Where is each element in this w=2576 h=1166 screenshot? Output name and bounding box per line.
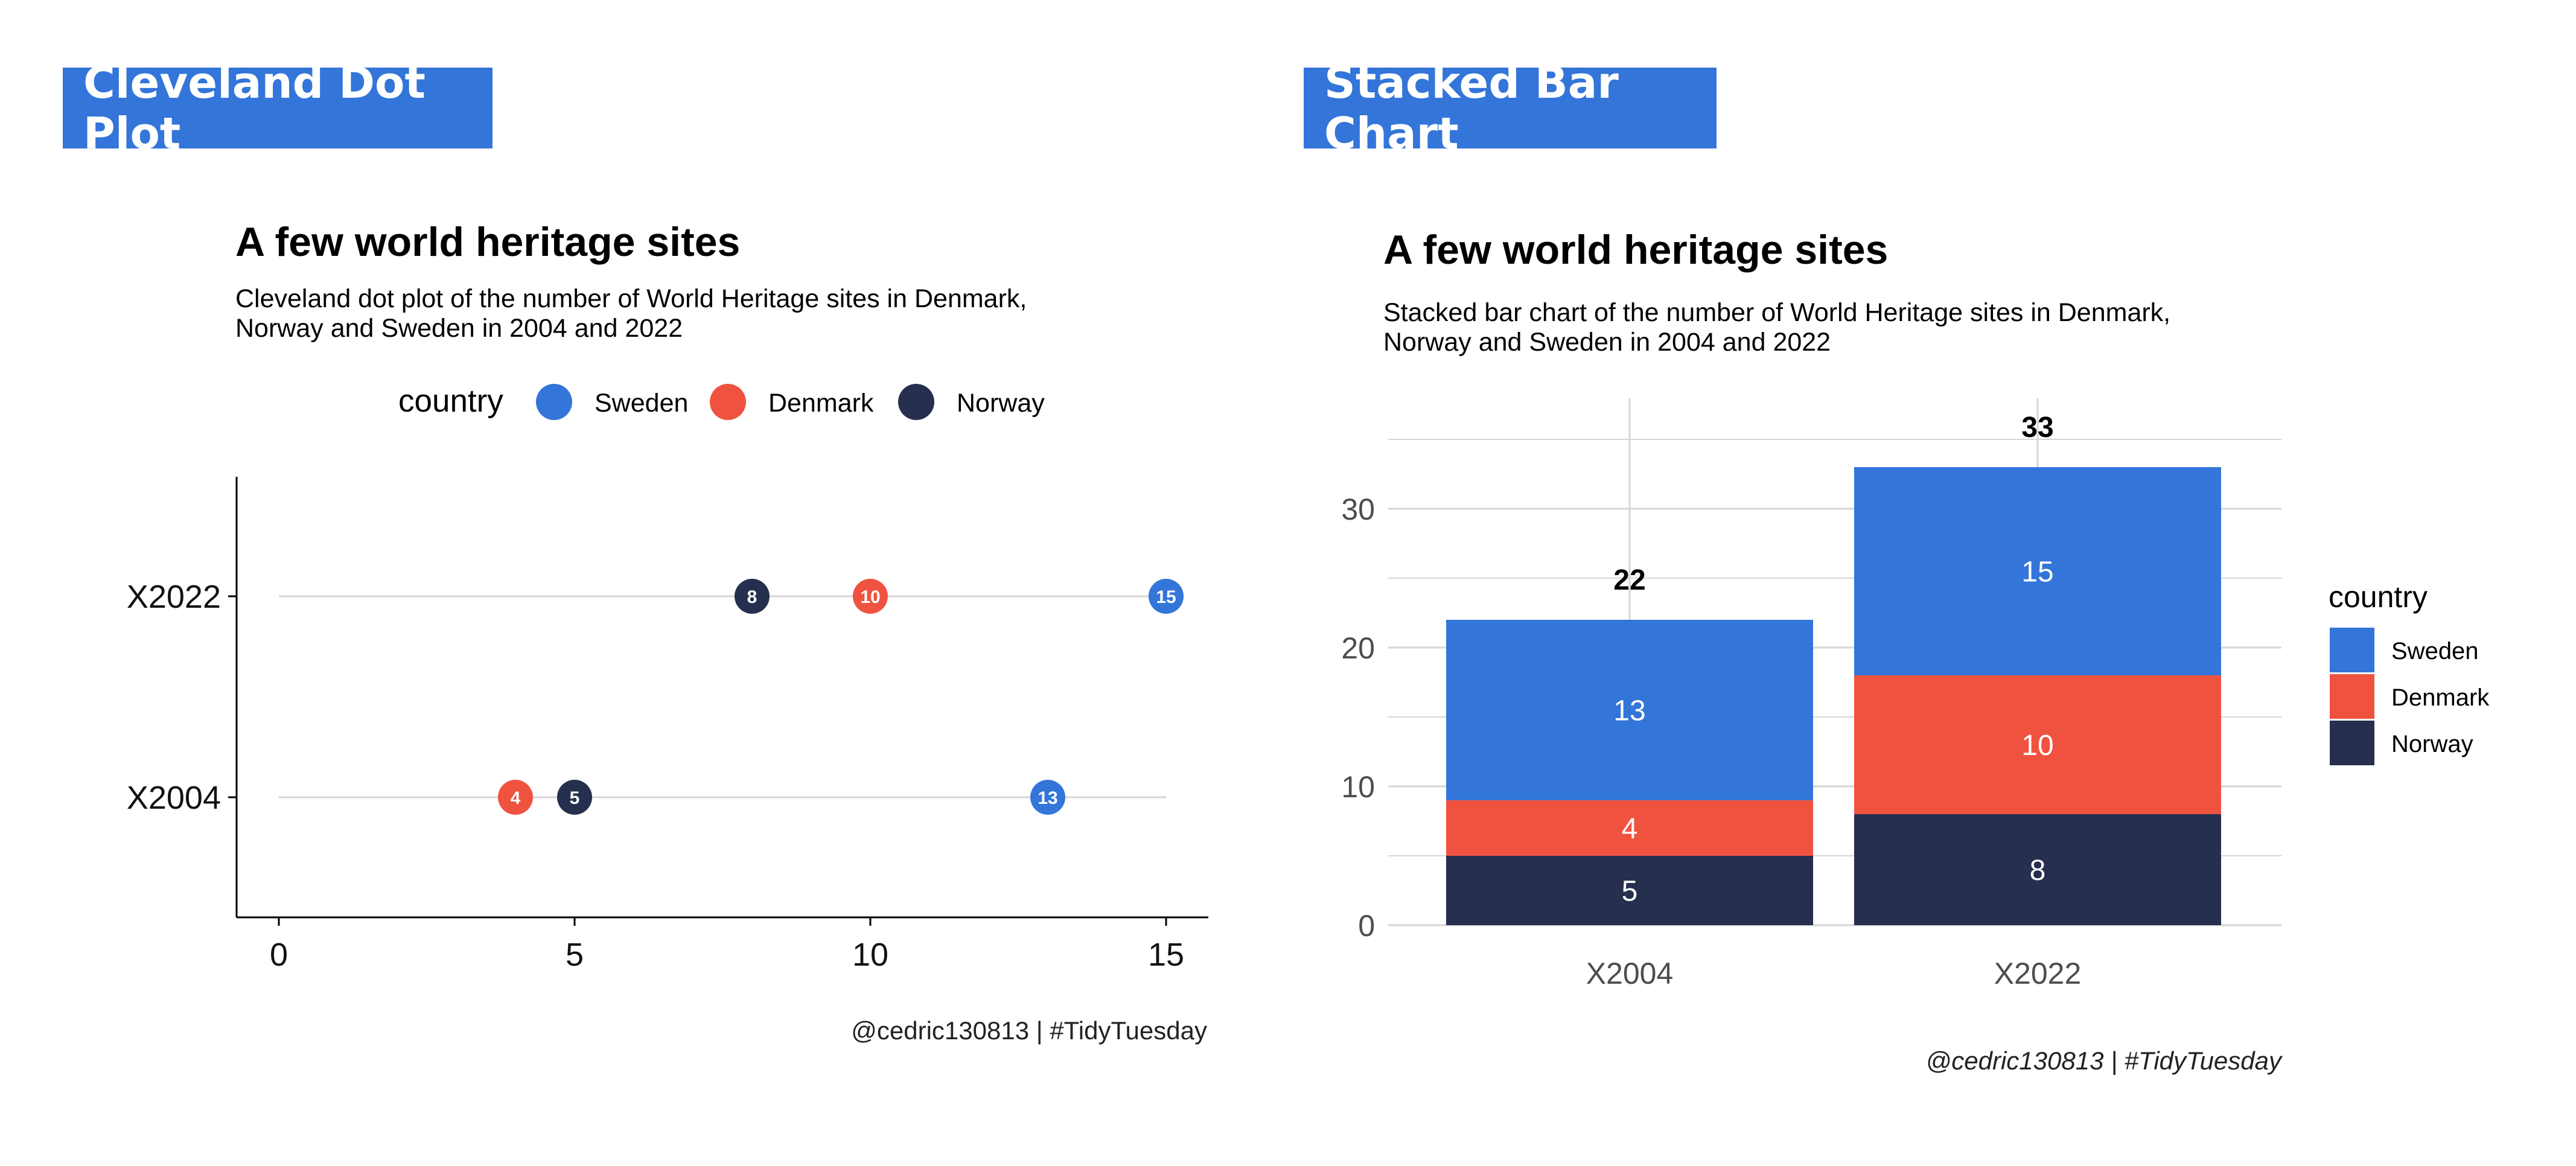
bar-total-label-x2022: 33 bbox=[2021, 412, 2053, 444]
dot-label-denmark-x2004: 4 bbox=[511, 788, 521, 808]
bar-legend-key-sweden bbox=[2330, 628, 2374, 672]
dot-point-denmark-x2022 bbox=[853, 579, 888, 614]
dot-plot-panel: X2004 X2022 0 5 10 15 13 4 5 15 10 8 bbox=[127, 477, 1208, 973]
dot-plot-x-tick-label-0: 0 bbox=[270, 937, 288, 973]
dot-plot-title: A few world heritage sites bbox=[235, 219, 740, 265]
bar-segment-denmark-x2022 bbox=[1854, 675, 2221, 814]
bar-chart-legend-title: country bbox=[2329, 580, 2428, 614]
dot-label-sweden-x2022: 15 bbox=[1156, 587, 1176, 607]
bar-y-tick-label-30: 30 bbox=[1341, 492, 1375, 526]
dot-plot-x-tick-label-5: 5 bbox=[566, 937, 584, 973]
bar-y-tick-label-20: 20 bbox=[1341, 631, 1375, 665]
dot-label-sweden-x2004: 13 bbox=[1038, 788, 1057, 808]
dot-plot-y-tick-label-x2022: X2022 bbox=[127, 579, 221, 615]
bar-y-tick-label-0: 0 bbox=[1358, 909, 1375, 943]
dot-plot-legend-label-norway: Norway bbox=[957, 389, 1045, 418]
bar-segment-norway-x2022 bbox=[1854, 814, 2221, 925]
dot-point-norway-x2004 bbox=[557, 780, 592, 815]
bar-legend-label-sweden: Sweden bbox=[2391, 638, 2479, 664]
bar-value-label-sweden-x2004: 13 bbox=[1613, 695, 1645, 727]
bar-segment-denmark-x2004 bbox=[1446, 800, 1813, 856]
dot-label-norway-x2022: 8 bbox=[747, 587, 757, 607]
bar-y-tick-label-10: 10 bbox=[1341, 770, 1375, 804]
bar-chart-panel: 0 10 20 30 5 4 13 22 X2004 8 10 15 33 X2022 bbox=[1341, 398, 2281, 990]
dot-plot-subtitle-line2: Norway and Sweden in 2004 and 2022 bbox=[235, 314, 683, 343]
bar-legend-label-norway: Norway bbox=[2391, 731, 2473, 757]
banner-stacked-bar-chart: Stacked Bar Chart bbox=[1304, 57, 1717, 159]
bar-x-tick-label-x2022: X2022 bbox=[1994, 957, 2082, 990]
dot-plot-legend-label-denmark: Denmark bbox=[768, 389, 874, 418]
bar-value-label-norway-x2022: 8 bbox=[2030, 855, 2046, 887]
bar-chart-title: A few world heritage sites bbox=[1383, 227, 1888, 273]
dot-plot-legend-key-norway bbox=[898, 384, 934, 420]
bar-segment-norway-x2004 bbox=[1446, 856, 1813, 925]
bar-segment-sweden-x2022 bbox=[1854, 467, 2221, 675]
dot-label-norway-x2004: 5 bbox=[570, 788, 580, 808]
dot-plot-subtitle-line1: Cleveland dot plot of the number of Worl… bbox=[235, 284, 1027, 313]
bar-legend-key-denmark bbox=[2330, 674, 2374, 719]
bar-chart-subtitle-line1: Stacked bar chart of the number of World… bbox=[1383, 298, 2170, 327]
dot-plot-x-tick-label-10: 10 bbox=[852, 937, 888, 973]
bar-value-label-denmark-x2022: 10 bbox=[2021, 730, 2053, 762]
bar-legend-key-norway bbox=[2330, 721, 2374, 765]
dot-point-sweden-x2022 bbox=[1149, 579, 1184, 614]
dot-label-denmark-x2022: 10 bbox=[860, 587, 880, 607]
bar-value-label-sweden-x2022: 15 bbox=[2021, 556, 2053, 588]
dot-plot-legend-key-sweden bbox=[536, 384, 572, 420]
bar-total-label-x2004: 22 bbox=[1613, 564, 1645, 596]
bar-chart-caption: @cedric130813 | #TidyTuesday bbox=[1926, 1047, 2283, 1075]
dot-plot-caption: @cedric130813 | #TidyTuesday bbox=[851, 1016, 1207, 1045]
bar-value-label-denmark-x2004: 4 bbox=[1622, 813, 1638, 845]
dot-point-norway-x2022 bbox=[735, 579, 770, 614]
bar-chart-subtitle-line2: Norway and Sweden in 2004 and 2022 bbox=[1383, 328, 1831, 357]
dot-plot-legend-key-denmark bbox=[710, 384, 746, 420]
bar-value-label-norway-x2004: 5 bbox=[1622, 876, 1638, 908]
bar-legend-label-denmark: Denmark bbox=[2391, 684, 2490, 711]
dot-plot-legend-label-sweden: Sweden bbox=[595, 389, 688, 418]
dot-plot-legend-title: country bbox=[398, 383, 503, 419]
dot-point-sweden-x2004 bbox=[1030, 780, 1065, 815]
dot-point-denmark-x2004 bbox=[498, 780, 533, 815]
bar-segment-sweden-x2004 bbox=[1446, 620, 1813, 800]
dot-plot-legend: country Sweden Denmark Norway bbox=[398, 383, 1045, 420]
bar-chart-legend: country Sweden Denmark Norway bbox=[2329, 580, 2490, 765]
dot-plot-y-tick-label-x2004: X2004 bbox=[127, 780, 221, 816]
dot-plot-x-tick-label-15: 15 bbox=[1148, 937, 1184, 973]
bar-x-tick-label-x2004: X2004 bbox=[1586, 957, 1674, 990]
